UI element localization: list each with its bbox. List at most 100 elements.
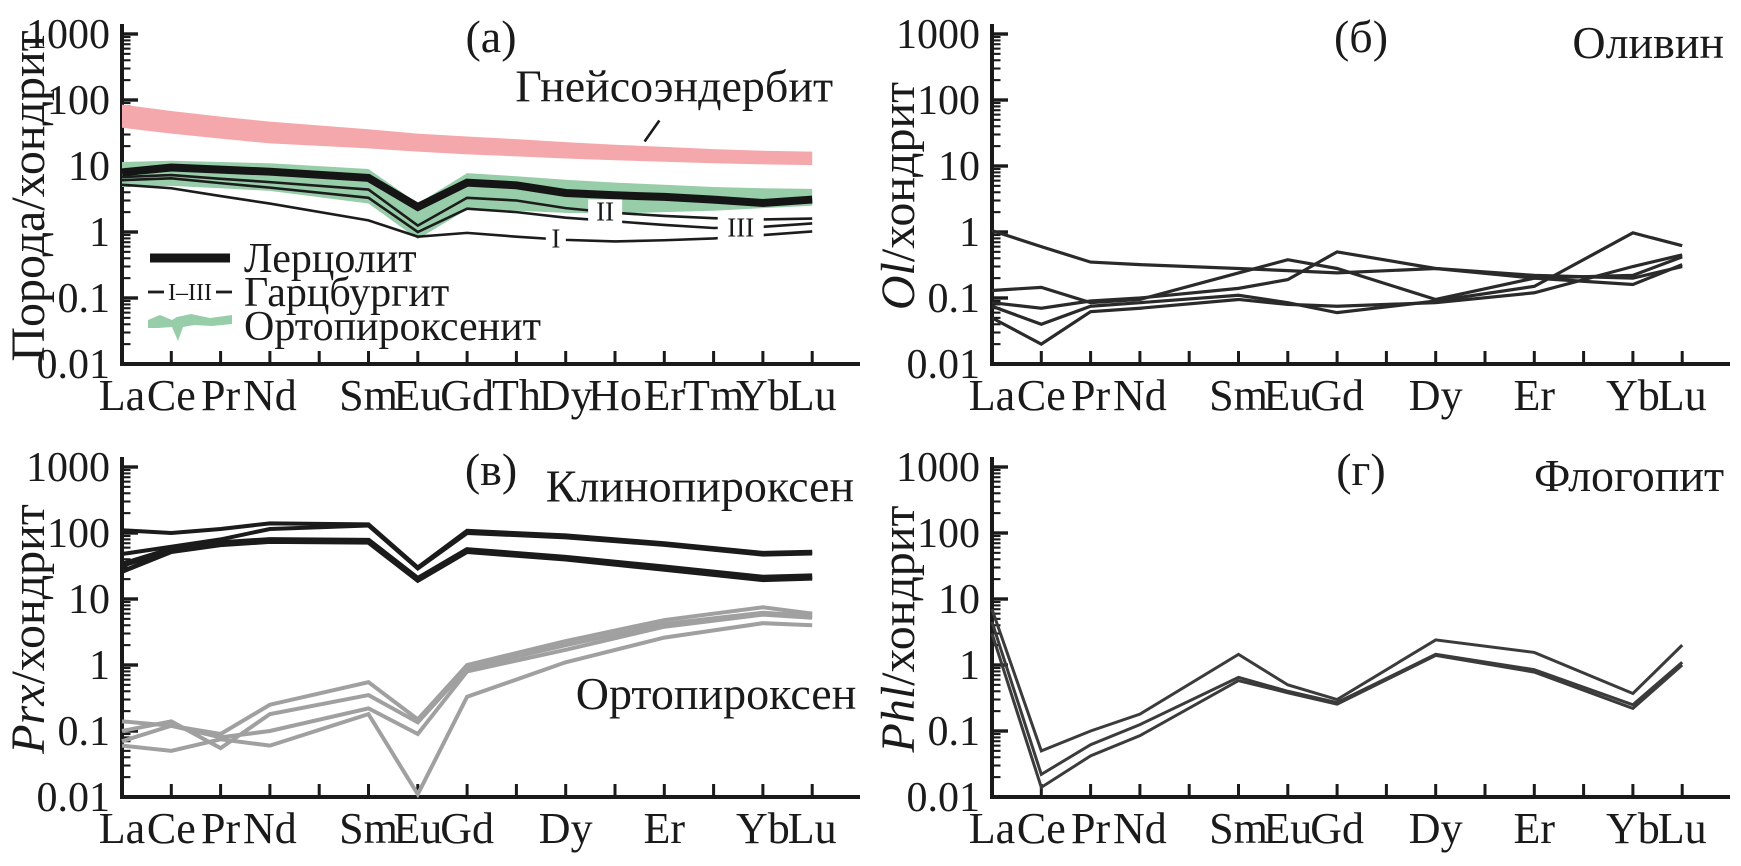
x-tick-label: Lu	[788, 804, 837, 853]
axes	[990, 24, 1730, 366]
legend-label: Лерцолит	[244, 236, 417, 282]
series-клинопироксен 4	[121, 539, 813, 584]
y-tick-label: 0.01	[907, 342, 981, 388]
legend-band-swatch	[148, 314, 232, 341]
series-ортопироксен 4	[121, 621, 813, 799]
x-tick-label: Yb	[1606, 371, 1660, 420]
y-tick-label: 1000	[26, 445, 110, 491]
x-tick-label: Lu	[1658, 371, 1707, 420]
y-tick-label: 0.1	[58, 276, 111, 322]
x-tick-label: Lu	[788, 371, 837, 420]
ticks	[120, 465, 814, 799]
x-tick-label: Gd	[1310, 371, 1364, 420]
panel-letter: (б)	[1334, 11, 1388, 62]
series-клинопироксен 2	[121, 523, 813, 572]
x-tick-label: Er	[644, 804, 686, 853]
x-tick-label: La	[969, 371, 1015, 420]
x-tick-label: Dy	[539, 804, 593, 853]
y-tick-label: 1000	[896, 445, 980, 491]
x-tick-label: Gd	[440, 804, 494, 853]
y-tick-label: 1	[89, 210, 110, 256]
line-label-gap	[545, 226, 566, 251]
series-ортопироксен 3	[121, 612, 813, 744]
legend-label: Ортопироксенит	[244, 304, 541, 350]
series-Лерцолит	[121, 163, 813, 212]
line-label: I	[551, 223, 560, 253]
legend-label: Гарцбургит	[244, 270, 449, 316]
x-tick-label: Sm	[1209, 804, 1268, 853]
series-ортопироксен 1	[121, 605, 813, 737]
annotation-label: Клинопироксен	[546, 461, 854, 512]
x-tick-label: La	[969, 804, 1015, 853]
x-tick-label: Th	[492, 371, 541, 420]
y-tick-label: 100	[47, 511, 110, 557]
x-tick-label: Sm	[1209, 371, 1268, 420]
x-tick-label: Dy	[1409, 804, 1463, 853]
y-tick-label: 10	[938, 577, 980, 623]
x-tick-label: Ce	[1017, 804, 1066, 853]
x-tick-label: Sm	[339, 804, 398, 853]
x-tick-label: Eu	[393, 371, 442, 420]
line-label-gap	[588, 199, 623, 224]
y-tick-label: 1	[959, 210, 980, 256]
y-tick-label: 0.1	[928, 276, 981, 322]
x-tick-label: Er	[1514, 804, 1556, 853]
y-tick-label: 1000	[896, 12, 980, 58]
x-tick-label: Eu	[1263, 804, 1312, 853]
series-ортопироксен 2	[121, 610, 813, 751]
annotation-pointer-line	[643, 119, 661, 143]
y-tick-label: 0.01	[907, 775, 981, 821]
x-tick-label: Ce	[147, 371, 196, 420]
x-tick-label: Er	[644, 371, 686, 420]
x-tick-label: Lu	[1658, 804, 1707, 853]
y-tick-label: 1	[959, 643, 980, 689]
y-tick-label: 10	[68, 144, 110, 190]
line-label-gap	[717, 215, 764, 240]
y-axis-title: Phl/хондрит	[872, 506, 925, 754]
series-Гарцбургит III	[121, 177, 813, 234]
y-axis-title: Порода/хондрит	[2, 30, 55, 361]
y-tick-label: 100	[917, 78, 980, 124]
y-tick-label: 100	[47, 78, 110, 124]
annotation-label: Гнейсоэндербит	[515, 60, 833, 111]
legend-range-text: I–III	[168, 280, 212, 306]
x-tick-label: Gd	[1310, 804, 1364, 853]
band-Ортопироксенит	[122, 160, 813, 240]
panel-letter: (а)	[465, 11, 516, 62]
series-оливин 2	[991, 255, 1683, 305]
y-tick-label: 10	[68, 577, 110, 623]
y-tick-label: 1	[89, 643, 110, 689]
annotation-label: Оливин	[1572, 17, 1724, 68]
x-tick-label: Er	[1514, 371, 1556, 420]
y-tick-label: 0.01	[37, 775, 111, 821]
x-tick-label: Pr	[1071, 804, 1110, 853]
x-tick-label: Sm	[339, 371, 398, 420]
x-tick-label: Nd	[1113, 804, 1167, 853]
x-tick-label: Ce	[1017, 371, 1066, 420]
annotation-label: Флогопит	[1534, 450, 1724, 501]
x-tick-label: Nd	[243, 804, 297, 853]
ticks	[990, 465, 1684, 799]
line-label: III	[727, 212, 754, 242]
x-tick-label: Pr	[1071, 371, 1110, 420]
line-label: II	[596, 196, 614, 226]
panel-letter: (г)	[1336, 444, 1386, 495]
y-tick-label: 0.01	[37, 342, 111, 388]
series-оливин 3	[991, 250, 1683, 310]
x-tick-label: Nd	[1113, 371, 1167, 420]
x-tick-label: Pr	[201, 371, 240, 420]
x-tick-label: Dy	[539, 371, 593, 420]
series-оливин 5	[991, 253, 1683, 346]
ticks	[990, 32, 1684, 366]
y-tick-label: 0.1	[928, 709, 981, 755]
axes	[990, 457, 1730, 799]
x-tick-label: Tm	[683, 371, 744, 420]
x-tick-label: Ce	[147, 804, 196, 853]
x-tick-label: Gd	[440, 371, 494, 420]
x-tick-label: Dy	[1409, 371, 1463, 420]
